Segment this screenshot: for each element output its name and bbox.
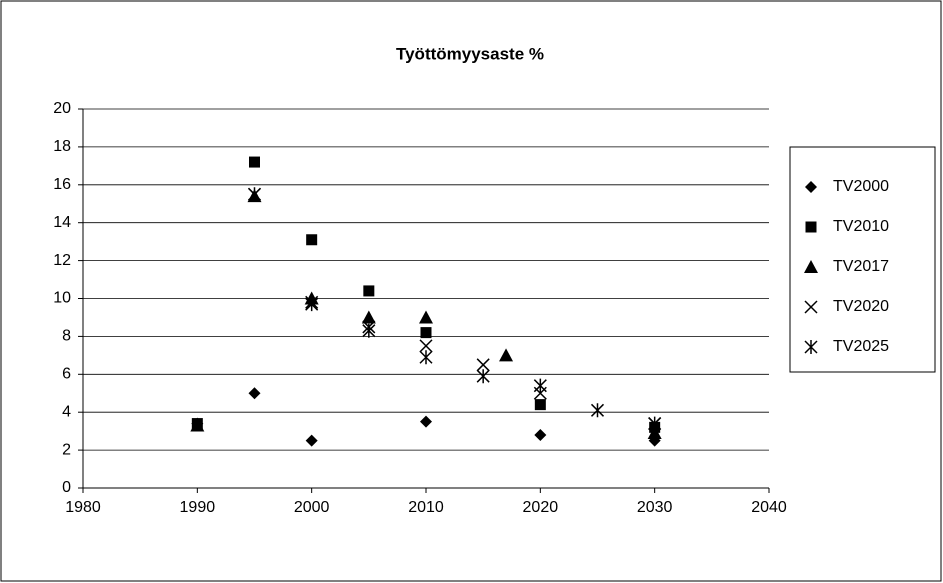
marker-diamond — [305, 434, 318, 447]
shape — [804, 300, 818, 314]
shape — [476, 358, 490, 372]
legend-label: TV2010 — [833, 218, 889, 235]
shape — [534, 399, 546, 411]
marker-square — [363, 285, 375, 297]
y-tick-label: 6 — [62, 366, 71, 383]
marker-triangle — [804, 260, 818, 273]
shape — [419, 339, 433, 353]
y-tick-label: 18 — [53, 138, 71, 155]
shape — [305, 297, 319, 312]
y-tick-label: 2 — [62, 441, 71, 458]
marker-asterisk — [362, 323, 376, 338]
y-tick-label: 16 — [53, 176, 71, 193]
shape — [534, 428, 547, 441]
legend-label: TV2025 — [833, 338, 889, 355]
legend-label: TV2000 — [833, 178, 889, 195]
x-tick-label: 2010 — [408, 499, 444, 516]
marker-x — [476, 358, 490, 372]
marker-asterisk — [305, 297, 319, 312]
shape — [306, 234, 318, 246]
x-tick-label: 2000 — [294, 499, 330, 516]
marker-square — [306, 234, 318, 246]
marker-x — [804, 300, 818, 314]
marker-diamond — [805, 181, 817, 193]
x-tick-label: 2040 — [751, 499, 787, 516]
chart-title: Työttömyysaste % — [396, 44, 544, 63]
shape — [363, 285, 375, 297]
x-tick-label: 1980 — [65, 499, 101, 516]
marker-diamond — [248, 387, 261, 400]
shape — [805, 221, 817, 233]
marker-asterisk — [476, 369, 490, 384]
marker-asterisk — [419, 350, 433, 365]
y-tick-label: 0 — [62, 479, 71, 496]
shape — [247, 187, 262, 202]
shape — [362, 323, 376, 338]
shape — [420, 415, 432, 428]
marker-diamond — [534, 428, 547, 441]
shape — [805, 181, 817, 193]
shape — [804, 340, 818, 354]
shape — [419, 350, 433, 365]
y-tick-label: 8 — [62, 328, 71, 345]
marker-triangle — [361, 310, 376, 324]
shape — [305, 434, 318, 447]
shape — [190, 418, 205, 432]
marker-square — [805, 221, 817, 233]
marker-triangle — [499, 348, 514, 362]
shape — [590, 403, 605, 418]
shape — [361, 310, 376, 324]
y-tick-label: 4 — [62, 403, 71, 420]
legend-label: TV2017 — [833, 258, 889, 275]
x-tick-label: 2030 — [637, 499, 673, 516]
y-tick-label: 12 — [53, 252, 71, 269]
shape — [249, 156, 260, 168]
marker-asterisk — [533, 378, 547, 393]
marker-square — [534, 399, 546, 411]
y-tick-label: 10 — [53, 290, 71, 307]
shape — [648, 416, 662, 431]
legend-label: TV2020 — [833, 298, 889, 315]
marker-asterisk — [648, 416, 662, 431]
marker-triangle — [419, 310, 433, 324]
shape — [476, 369, 490, 384]
marker-square — [249, 156, 260, 168]
y-tick-label: 20 — [53, 100, 71, 117]
shape — [647, 426, 662, 440]
shape — [533, 378, 547, 393]
marker-asterisk — [247, 187, 262, 202]
marker-asterisk — [804, 340, 818, 354]
shape — [248, 387, 261, 400]
marker-asterisk — [590, 403, 605, 418]
y-tick-label: 14 — [53, 214, 71, 231]
marker-triangle — [190, 418, 205, 432]
marker-square — [420, 327, 432, 339]
shape — [419, 310, 433, 324]
shape — [499, 348, 514, 362]
x-tick-label: 1990 — [180, 499, 216, 516]
shape — [420, 327, 432, 339]
marker-x — [419, 339, 433, 353]
shape — [804, 260, 818, 273]
marker-triangle — [647, 426, 662, 440]
marker-diamond — [420, 415, 432, 428]
x-tick-label: 2020 — [523, 499, 559, 516]
